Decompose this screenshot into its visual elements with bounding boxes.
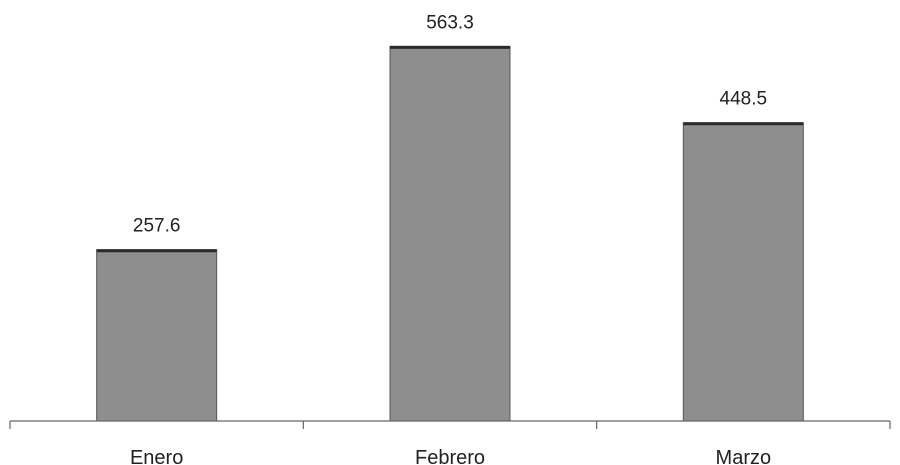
category-label-enero: Enero — [130, 447, 183, 465]
bar-marzo — [682, 122, 804, 422]
bar-febrero — [389, 45, 511, 422]
data-label-enero: 257.6 — [133, 216, 181, 237]
category-label-febrero: Febrero — [415, 447, 485, 465]
bars-group — [96, 45, 804, 422]
labels-group: 257.6 Enero 563.3 Febrero 448.5 Marzo — [130, 12, 771, 465]
data-label-marzo: 448.5 — [720, 89, 768, 110]
bar-enero — [96, 249, 218, 422]
data-label-febrero: 563.3 — [426, 12, 474, 33]
x-axis — [9, 420, 891, 429]
category-label-marzo: Marzo — [716, 447, 772, 465]
